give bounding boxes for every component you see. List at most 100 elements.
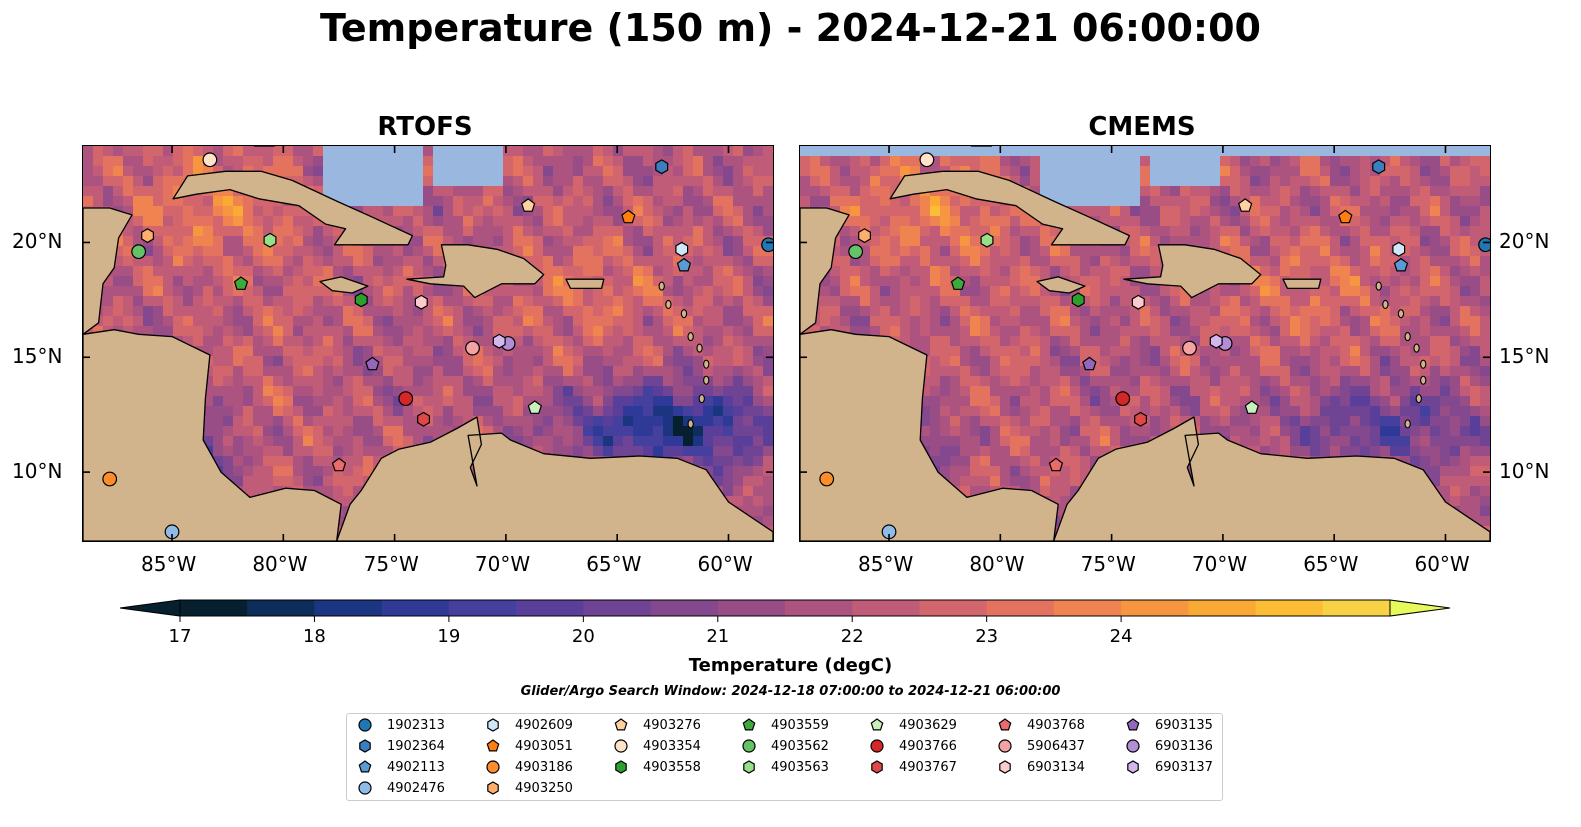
legend-marker: [358, 760, 372, 773]
legend-item: 4903051: [485, 736, 573, 756]
legend-marker-icon: [871, 760, 883, 774]
legend-item: 4903276: [613, 715, 701, 735]
legend-marker-icon: [742, 739, 756, 753]
legend-marker: [998, 739, 1012, 753]
island: [1420, 359, 1427, 369]
legend-label: 4902476: [387, 780, 445, 796]
lat-tick-label-left: 20°N: [12, 229, 63, 254]
float-1902364: [655, 159, 669, 175]
colorbar-segment: [448, 600, 517, 616]
float-5906437: [465, 340, 480, 356]
legend-marker: [742, 739, 756, 753]
float-4903559: [233, 276, 249, 290]
legend-marker: [486, 739, 500, 752]
legend-marker-icon: [358, 781, 372, 795]
island: [687, 332, 694, 342]
colorbar-segment: [516, 600, 584, 616]
cmems-map-panel: [799, 145, 1491, 542]
map-canvas: [800, 146, 1490, 541]
island: [703, 375, 710, 385]
land-hispaniola: [1123, 244, 1262, 299]
legend-item: 4902113: [357, 757, 445, 777]
lat-tick-label-right: 15°N: [1499, 344, 1550, 369]
float-4902609: [1392, 241, 1406, 257]
land-cuba: [889, 170, 1131, 246]
float-6903135: [1082, 356, 1097, 371]
lon-tick-label: 65°W: [1303, 552, 1359, 576]
float-1902313: [1478, 237, 1490, 253]
land-south-america: [336, 416, 773, 541]
legend-item: 5906437: [997, 736, 1085, 756]
colorbar-tick-label: 18: [302, 626, 326, 647]
lon-tick-label: 65°W: [586, 552, 642, 576]
float-6903134: [1131, 294, 1145, 310]
legend-marker: [870, 718, 884, 731]
legend-item: 4903559: [741, 715, 829, 735]
float-markers: [819, 152, 1490, 540]
colorbar-segment: [1121, 600, 1189, 616]
colorbar-segment: [919, 600, 988, 616]
colorbar-tick-label: 17: [168, 626, 192, 647]
legend-marker-icon: [358, 718, 372, 732]
legend-item: 4903629: [869, 715, 957, 735]
colorbar-label: Temperature (degC): [688, 655, 893, 676]
lon-tick-label: 75°W: [363, 552, 419, 576]
legend-marker-icon: [1127, 760, 1139, 774]
panel-title-rtofs: RTOFS: [377, 112, 473, 142]
legend-item: 6903136: [1125, 736, 1213, 756]
legend-marker-icon: [743, 760, 755, 774]
land-jamaica: [1036, 276, 1086, 294]
land-hispaniola: [406, 244, 545, 299]
legend-item: 4902476: [357, 778, 445, 798]
land-puerto-rico: [1282, 278, 1322, 290]
float-markers: [102, 152, 773, 540]
legend-label: 4903276: [643, 717, 701, 733]
island: [698, 394, 705, 404]
legend-marker: [615, 760, 627, 774]
island: [1404, 332, 1411, 342]
legend-label: 4903559: [771, 717, 829, 733]
legend-label: 4903186: [515, 759, 573, 775]
island: [696, 343, 703, 353]
lat-tick-label-left: 10°N: [12, 459, 63, 484]
island: [1415, 394, 1422, 404]
legend-item: 4903768: [997, 715, 1085, 735]
lat-tick-label-right: 10°N: [1499, 459, 1550, 484]
legend-marker-icon: [359, 739, 371, 753]
legend-marker: [486, 760, 500, 774]
legend-label: 4903766: [899, 738, 957, 754]
land-yucatan: [83, 207, 133, 335]
legend-label: 1902364: [387, 738, 445, 754]
float-4903186: [819, 471, 835, 487]
land-yucatan: [800, 207, 850, 335]
legend-label: 4903767: [899, 759, 957, 775]
legend-item: 6903135: [1125, 715, 1213, 735]
colorbar-segment: [1255, 600, 1324, 616]
legend-marker: [359, 739, 371, 753]
float-4903559: [950, 276, 966, 290]
float-4903051: [1338, 209, 1353, 224]
legend-marker: [358, 781, 372, 795]
legend-item: 4902609: [485, 715, 573, 735]
land-cuba: [172, 170, 414, 246]
legend-label: 4903250: [515, 780, 573, 796]
legend-marker: [999, 760, 1011, 774]
lon-tick-label: 60°W: [1414, 552, 1470, 576]
colorbar-tick-label: 24: [1109, 626, 1133, 647]
legend: 1902313 1902364 4902113 4902476 4902609 49030…: [346, 713, 1223, 801]
colorbar-segment: [1053, 600, 1122, 616]
float-4903250: [141, 228, 155, 244]
colorbar-extend-low: [119, 599, 181, 617]
legend-marker-icon: [998, 718, 1012, 731]
float-4903766: [398, 391, 414, 407]
colorbar-tick-label: 21: [706, 626, 730, 647]
colorbar-tick-label: 22: [840, 626, 864, 647]
legend-label: 4903629: [899, 717, 957, 733]
float-4903768: [1048, 457, 1064, 472]
legend-marker-icon: [615, 760, 627, 774]
float-5906437: [1182, 340, 1197, 356]
legend-marker: [487, 718, 499, 732]
legend-marker-icon: [487, 718, 499, 732]
panel-title-cmems: CMEMS: [1088, 112, 1196, 142]
float-4902113: [1393, 257, 1409, 272]
